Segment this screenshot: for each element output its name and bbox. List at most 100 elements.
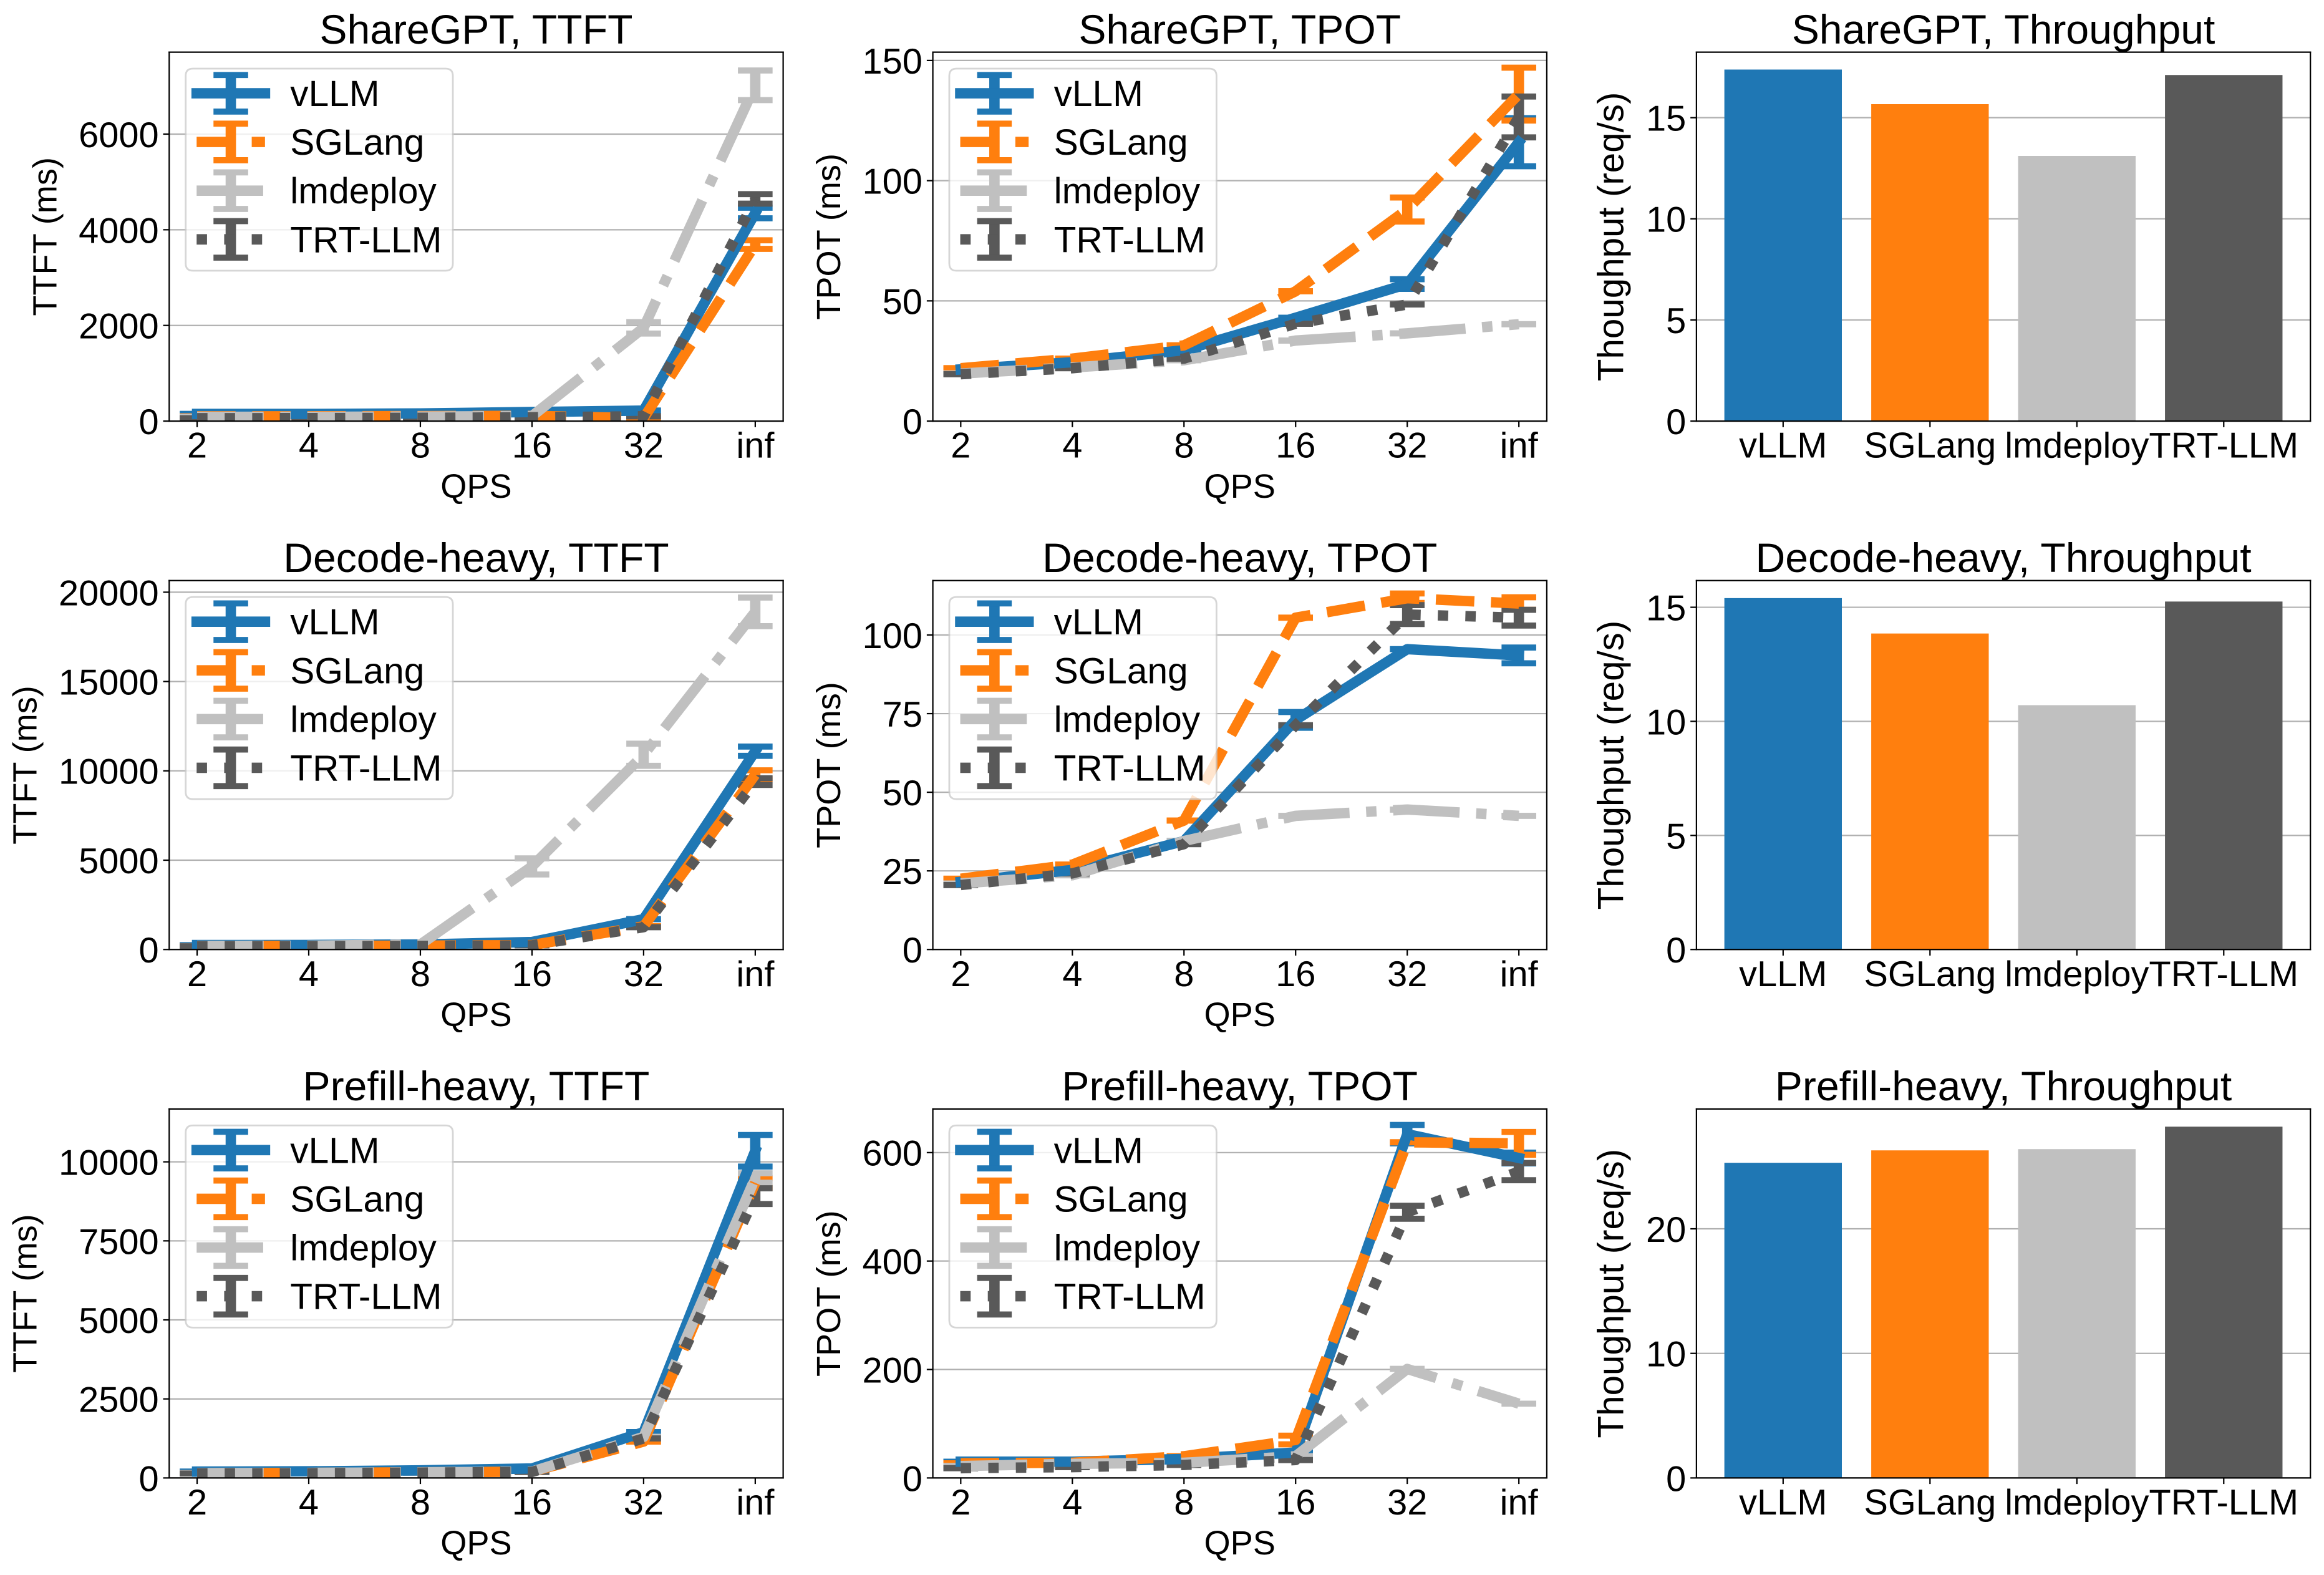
svg-text:20000: 20000 [59, 573, 159, 613]
svg-text:vLLM: vLLM [290, 1130, 379, 1171]
svg-text:7500: 7500 [79, 1222, 159, 1262]
svg-text:TPOT (ms): TPOT (ms) [810, 1210, 848, 1377]
svg-text:Prefill-heavy, Throughput: Prefill-heavy, Throughput [1775, 1064, 2232, 1110]
svg-text:lmdeploy: lmdeploy [1054, 171, 1201, 211]
svg-text:SGLang: SGLang [290, 122, 424, 163]
svg-text:5000: 5000 [79, 841, 159, 881]
svg-text:QPS: QPS [1204, 468, 1276, 505]
svg-text:Thoughput (req/s): Thoughput (req/s) [1591, 92, 1632, 382]
svg-text:vLLM: vLLM [290, 74, 379, 114]
svg-text:16: 16 [512, 1483, 552, 1523]
svg-text:6000: 6000 [79, 115, 159, 155]
svg-text:10000: 10000 [59, 1143, 159, 1183]
svg-text:SGLang: SGLang [290, 651, 424, 691]
svg-text:SGLang: SGLang [1864, 954, 1996, 994]
svg-text:QPS: QPS [440, 468, 511, 505]
svg-text:32: 32 [1387, 1483, 1427, 1523]
svg-text:vLLM: vLLM [290, 602, 379, 642]
svg-text:16: 16 [1276, 954, 1315, 994]
svg-text:SGLang: SGLang [1864, 1483, 1996, 1523]
svg-text:2: 2 [951, 1483, 971, 1523]
svg-text:lmdeploy: lmdeploy [1054, 1228, 1201, 1269]
svg-text:TRT-LLM: TRT-LLM [2149, 1483, 2298, 1523]
svg-text:inf: inf [1500, 426, 1539, 466]
svg-text:ShareGPT, Throughput: ShareGPT, Throughput [1792, 7, 2215, 53]
svg-text:Prefill-heavy, TPOT: Prefill-heavy, TPOT [1062, 1064, 1418, 1110]
svg-text:TRT-LLM: TRT-LLM [1054, 748, 1206, 788]
svg-text:0: 0 [138, 402, 158, 442]
svg-text:16: 16 [1276, 1483, 1315, 1523]
svg-text:Decode-heavy, TTFT: Decode-heavy, TTFT [283, 535, 669, 581]
svg-text:10: 10 [1646, 200, 1686, 240]
svg-text:15: 15 [1646, 588, 1686, 628]
svg-text:5: 5 [1666, 301, 1686, 341]
svg-text:0: 0 [1666, 1459, 1686, 1499]
svg-text:8: 8 [410, 954, 430, 994]
svg-text:4: 4 [1062, 426, 1082, 466]
svg-text:inf: inf [1500, 1483, 1539, 1523]
svg-text:8: 8 [410, 1483, 430, 1523]
svg-text:2000: 2000 [79, 307, 159, 347]
svg-text:inf: inf [736, 1483, 775, 1523]
svg-text:0: 0 [903, 402, 922, 442]
svg-text:0: 0 [903, 931, 922, 971]
svg-text:10: 10 [1646, 702, 1686, 742]
svg-text:QPS: QPS [440, 996, 511, 1034]
svg-text:TRT-LLM: TRT-LLM [290, 748, 442, 788]
svg-text:inf: inf [1500, 954, 1539, 994]
svg-text:TPOT (ms): TPOT (ms) [810, 153, 848, 320]
svg-text:0: 0 [138, 931, 158, 971]
svg-text:2500: 2500 [79, 1380, 159, 1420]
svg-text:ShareGPT, TTFT: ShareGPT, TTFT [319, 7, 632, 53]
svg-text:lmdeploy: lmdeploy [2005, 954, 2149, 994]
svg-text:15: 15 [1646, 99, 1686, 139]
svg-text:75: 75 [883, 695, 922, 735]
svg-text:SGLang: SGLang [290, 1179, 424, 1219]
svg-text:50: 50 [883, 773, 922, 813]
svg-text:5: 5 [1666, 817, 1686, 856]
svg-text:inf: inf [736, 426, 775, 466]
svg-text:TTFT (ms): TTFT (ms) [7, 1214, 44, 1373]
svg-text:0: 0 [138, 1459, 158, 1499]
svg-text:Thoughput (req/s): Thoughput (req/s) [1591, 621, 1632, 910]
svg-text:vLLM: vLLM [1739, 954, 1827, 994]
svg-text:32: 32 [1387, 426, 1427, 466]
svg-text:inf: inf [736, 954, 775, 994]
svg-text:vLLM: vLLM [1739, 426, 1827, 466]
svg-text:200: 200 [863, 1350, 922, 1390]
svg-text:TRT-LLM: TRT-LLM [2149, 954, 2298, 994]
svg-text:TRT-LLM: TRT-LLM [1054, 220, 1206, 260]
svg-text:32: 32 [624, 954, 664, 994]
svg-text:lmdeploy: lmdeploy [2005, 426, 2149, 466]
svg-text:16: 16 [512, 426, 552, 466]
svg-text:TPOT (ms): TPOT (ms) [810, 682, 848, 848]
svg-text:Prefill-heavy, TTFT: Prefill-heavy, TTFT [303, 1064, 649, 1110]
svg-text:4: 4 [299, 1483, 319, 1523]
svg-text:QPS: QPS [440, 1524, 511, 1562]
svg-text:4: 4 [1062, 954, 1082, 994]
svg-text:5000: 5000 [79, 1301, 159, 1341]
svg-text:4: 4 [1062, 1483, 1082, 1523]
svg-text:0: 0 [1666, 402, 1686, 442]
svg-text:4: 4 [299, 954, 319, 994]
svg-text:lmdeploy: lmdeploy [290, 699, 437, 740]
svg-text:TRT-LLM: TRT-LLM [2149, 426, 2298, 466]
svg-text:25: 25 [883, 852, 922, 892]
svg-text:150: 150 [863, 42, 922, 82]
svg-text:ShareGPT, TPOT: ShareGPT, TPOT [1078, 7, 1401, 53]
svg-text:100: 100 [863, 162, 922, 202]
svg-text:50: 50 [883, 282, 922, 322]
svg-text:SGLang: SGLang [1054, 1179, 1188, 1219]
svg-text:32: 32 [624, 1483, 664, 1523]
svg-text:400: 400 [863, 1243, 922, 1282]
svg-text:lmdeploy: lmdeploy [290, 1228, 437, 1269]
svg-text:16: 16 [1276, 426, 1315, 466]
svg-text:lmdeploy: lmdeploy [290, 171, 437, 211]
svg-text:10000: 10000 [59, 752, 159, 792]
svg-text:vLLM: vLLM [1054, 74, 1143, 114]
svg-text:600: 600 [863, 1134, 922, 1174]
svg-text:2: 2 [951, 426, 971, 466]
svg-text:lmdeploy: lmdeploy [2005, 1483, 2149, 1523]
svg-text:TTFT (ms): TTFT (ms) [27, 157, 64, 316]
svg-text:0: 0 [903, 1459, 922, 1499]
